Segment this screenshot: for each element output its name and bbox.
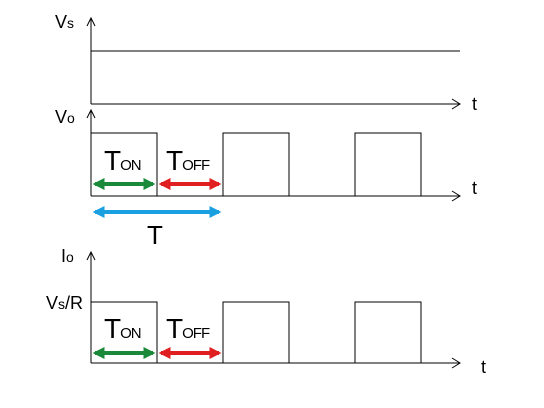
vs-over-r-label: Vs/R [46, 293, 83, 313]
io-pulse-train [91, 301, 422, 364]
toff-label-main-vo: TOFF [166, 145, 210, 176]
vo-axis-arrowhead-icon [86, 108, 96, 119]
vs-axis-arrowhead-icon [86, 16, 96, 27]
period-label: T [147, 220, 163, 250]
io-label: Io [61, 246, 74, 266]
toff-label-vo: TOFF [166, 145, 211, 176]
vs-label: Vs [55, 12, 74, 32]
vo-pulse-train [91, 132, 422, 197]
ton-label-io: TON [104, 313, 141, 344]
vo-time-arrowhead-icon [451, 190, 461, 202]
io-time-arrowhead-icon [451, 357, 461, 369]
io-panel: Io Vs/R t TON TOFF [46, 246, 486, 377]
vo-label: Vo [55, 107, 75, 127]
t-axis-label-2: t [472, 178, 477, 198]
io-axis-arrowhead-icon [86, 250, 96, 261]
vs-time-arrowhead-icon [451, 98, 461, 110]
toff-label-io: TOFF [166, 313, 210, 344]
t-axis-label-3: t [481, 357, 486, 377]
t-axis-label-1: t [472, 94, 477, 114]
vo-panel: Vo t TON TOFF T [55, 107, 477, 250]
vs-panel: Vs t [55, 12, 477, 114]
ton-label-main-vo: TON [104, 145, 141, 176]
ton-label-vo: TON [104, 145, 142, 176]
